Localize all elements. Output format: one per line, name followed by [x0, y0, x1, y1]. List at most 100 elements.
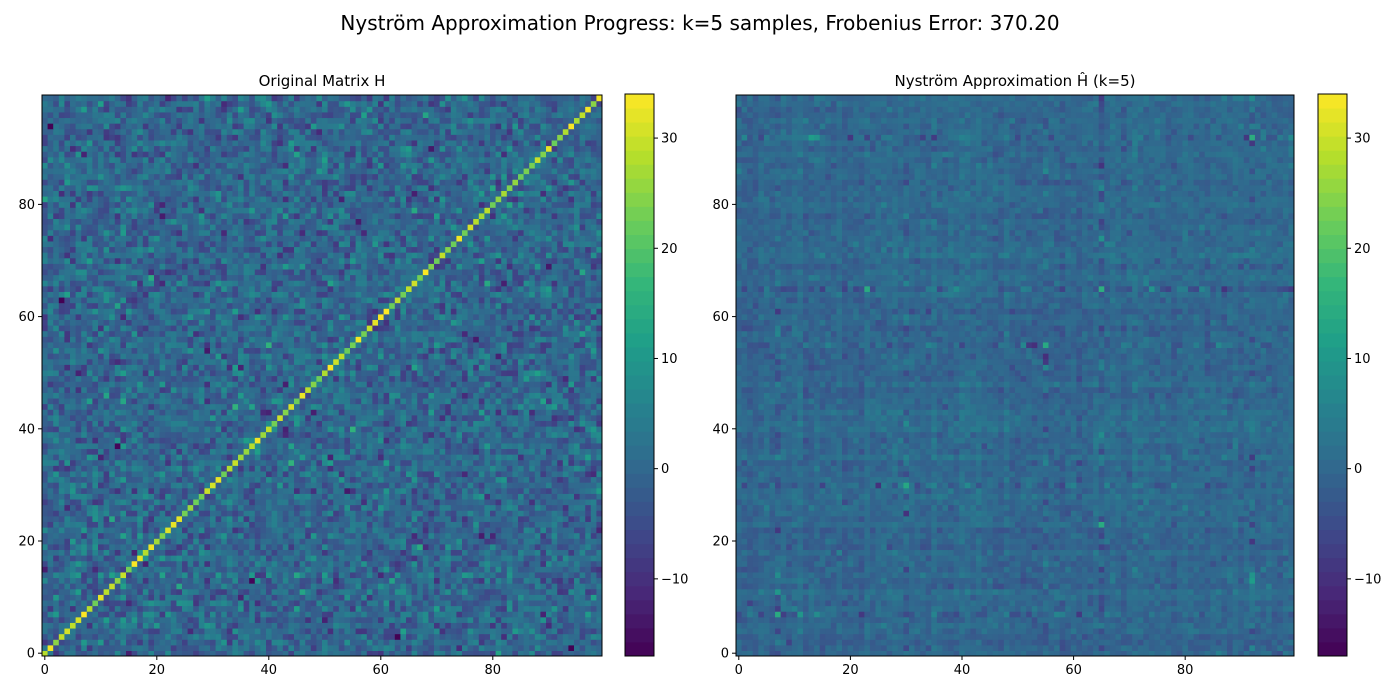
- heatmap-cell: [327, 555, 334, 562]
- heatmap-cell: [568, 375, 575, 382]
- heatmap-cell: [568, 532, 575, 539]
- heatmap-cell: [98, 644, 105, 651]
- heatmap-cell: [238, 448, 245, 455]
- heatmap-cell: [434, 504, 441, 511]
- heatmap-cell: [182, 487, 189, 494]
- heatmap-cell: [422, 482, 429, 489]
- heatmap-cell: [137, 538, 144, 545]
- heatmap-cell: [372, 599, 379, 607]
- heatmap-cell: [277, 644, 284, 651]
- heatmap-cell: [450, 414, 457, 421]
- heatmap-cell: [170, 611, 177, 618]
- heatmap-cell: [243, 526, 250, 534]
- heatmap-cell: [260, 622, 267, 629]
- heatmap-cell: [260, 616, 267, 623]
- heatmap-cell: [187, 650, 194, 656]
- heatmap-cell: [523, 583, 530, 590]
- heatmap-cell: [47, 510, 54, 517]
- heatmap-cell: [546, 397, 553, 405]
- heatmap-cell: [103, 386, 110, 393]
- heatmap-cell: [187, 420, 194, 427]
- heatmap-cell: [366, 403, 373, 410]
- heatmap-cell: [422, 392, 429, 399]
- heatmap-cell: [210, 611, 217, 618]
- heatmap-cell: [361, 571, 368, 579]
- heatmap-cell: [226, 549, 233, 556]
- heatmap-cell: [182, 566, 189, 573]
- heatmap-cell: [574, 454, 581, 461]
- heatmap-cell: [120, 504, 127, 511]
- heatmap-cell: [490, 431, 497, 438]
- heatmap-cell: [154, 397, 161, 405]
- heatmap-cell: [254, 409, 261, 416]
- heatmap-cell: [187, 526, 194, 534]
- heatmap-cell: [540, 386, 547, 393]
- heatmap-cell: [299, 482, 306, 489]
- heatmap-cell: [232, 425, 239, 433]
- heatmap-cell: [568, 571, 575, 579]
- heatmap-cell: [221, 448, 228, 455]
- heatmap-cell: [462, 454, 469, 461]
- heatmap-cell: [322, 403, 329, 410]
- heatmap-cell: [271, 543, 278, 551]
- heatmap-cell: [288, 521, 295, 528]
- heatmap-cell: [187, 644, 194, 651]
- heatmap-cell: [243, 605, 250, 612]
- heatmap-cell: [484, 403, 491, 410]
- heatmap-cell: [232, 392, 239, 399]
- heatmap-cell: [176, 498, 183, 506]
- heatmap-cell: [120, 403, 127, 410]
- heatmap-cell: [355, 605, 362, 612]
- heatmap-cell: [182, 538, 189, 545]
- heatmap-cell: [260, 627, 267, 635]
- heatmap-cell: [579, 627, 586, 635]
- heatmap-cell: [523, 560, 530, 567]
- heatmap-cell: [310, 515, 317, 522]
- heatmap-cell: [170, 599, 177, 607]
- heatmap-cell: [226, 583, 233, 590]
- heatmap-cell: [422, 588, 429, 595]
- heatmap-cell: [316, 543, 323, 551]
- heatmap-cell: [534, 487, 541, 494]
- heatmap-cell: [114, 482, 121, 489]
- heatmap-cell: [355, 532, 362, 539]
- heatmap-cell: [344, 482, 351, 489]
- heatmap-cell: [198, 403, 205, 410]
- heatmap-cell: [378, 392, 385, 399]
- heatmap-cell: [490, 470, 497, 478]
- heatmap-cell: [159, 571, 166, 579]
- heatmap-cell: [310, 431, 317, 438]
- heatmap-cell: [142, 431, 149, 438]
- heatmap-cell: [75, 465, 82, 472]
- heatmap-cell: [193, 633, 200, 640]
- heatmap-cell: [215, 515, 222, 522]
- heatmap-cell: [126, 476, 133, 483]
- heatmap-cell: [316, 420, 323, 427]
- heatmap-cell: [81, 437, 88, 444]
- heatmap-cell: [574, 414, 581, 421]
- heatmap-cell: [462, 397, 469, 405]
- heatmap-cell: [165, 577, 172, 584]
- heatmap-cell: [305, 616, 312, 623]
- heatmap-cell: [120, 459, 127, 466]
- heatmap-cell: [411, 605, 418, 612]
- heatmap-cell: [42, 425, 49, 433]
- heatmap-cell: [294, 566, 301, 573]
- heatmap-cell: [557, 650, 564, 656]
- heatmap-cell: [53, 571, 60, 579]
- heatmap-cell: [322, 538, 329, 545]
- heatmap-cell: [322, 577, 329, 584]
- heatmap-cell: [86, 381, 93, 388]
- heatmap-cell: [344, 448, 351, 455]
- heatmap-cell: [226, 538, 233, 545]
- heatmap-cell: [47, 504, 54, 511]
- heatmap-cell: [204, 549, 211, 556]
- heatmap-cell: [518, 639, 525, 646]
- heatmap-cell: [322, 521, 329, 528]
- heatmap-cell: [266, 431, 273, 438]
- heatmap-cell: [193, 476, 200, 483]
- heatmap-cell: [478, 414, 485, 421]
- heatmap-cell: [114, 470, 121, 478]
- heatmap-cell: [305, 560, 312, 567]
- heatmap-cell: [501, 555, 508, 562]
